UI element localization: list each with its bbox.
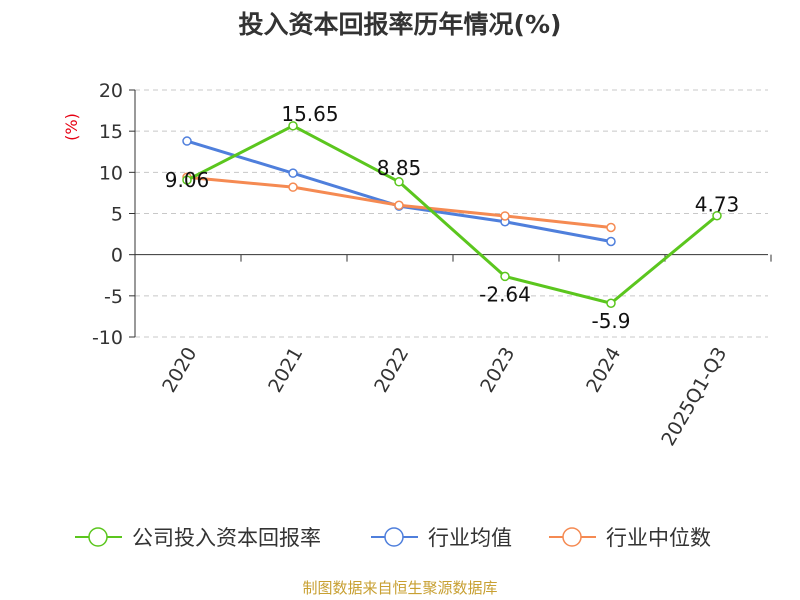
data-labels: 9.06 15.65 8.85 -2.64 -5.9 4.73 <box>165 102 740 333</box>
series-0 <box>182 121 722 308</box>
x-tick-label: 2022 <box>370 344 413 397</box>
x-axis-ticks: 2020 2021 2022 2023 2024 2025Q1-Q3 <box>158 344 731 450</box>
data-label: 4.73 <box>695 193 740 217</box>
y-tick-label: 5 <box>111 204 123 226</box>
x-tick-label: 2025Q1-Q3 <box>657 344 731 450</box>
y-tick-label: -5 <box>104 286 123 308</box>
x-tick-label: 2024 <box>582 344 625 397</box>
legend-marker <box>384 527 404 547</box>
legend-label: 行业中位数 <box>606 526 711 550</box>
data-point <box>500 271 510 282</box>
x-tick-label: 2023 <box>476 344 519 397</box>
data-point <box>712 210 722 221</box>
legend-marker <box>88 527 108 547</box>
data-point <box>288 121 298 131</box>
data-point <box>182 175 192 185</box>
series-1 <box>182 136 616 247</box>
data-point <box>288 168 298 178</box>
y-tick-label: 20 <box>99 80 123 102</box>
data-point <box>606 298 616 308</box>
series-line <box>186 124 718 305</box>
y-tick-label: 10 <box>99 162 123 184</box>
series-layer <box>182 121 722 308</box>
data-label: 9.06 <box>165 168 210 192</box>
data-point <box>394 200 404 211</box>
data-point <box>288 182 298 192</box>
source-note: 制图数据来自恒生聚源数据库 <box>302 579 497 597</box>
chart-title: 投入资本回报率历年情况(%) <box>239 10 562 39</box>
y-tick-label: 0 <box>111 245 123 267</box>
y-tick-label: 15 <box>99 121 123 143</box>
legend-label: 公司投入资本回报率 <box>132 526 321 550</box>
data-label: -2.64 <box>479 282 531 306</box>
y-axis-unit: (%) <box>62 113 81 141</box>
data-label: 15.65 <box>281 102 338 126</box>
y-tick-label: -10 <box>92 327 123 349</box>
data-point <box>394 177 404 187</box>
legend-label: 行业均值 <box>428 526 512 550</box>
legend-item-1: 行业均值 <box>371 526 512 550</box>
data-label: -5.9 <box>591 309 630 333</box>
data-point <box>182 136 192 146</box>
y-axis-ticks: -10 -5 0 5 10 15 20 <box>92 80 135 349</box>
x-tick-label: 2021 <box>264 344 307 397</box>
data-point <box>606 222 616 233</box>
legend-item-0: 公司投入资本回报率 <box>75 526 321 550</box>
x-tick-label: 2020 <box>158 344 201 397</box>
legend-marker <box>562 527 582 547</box>
data-label: 8.85 <box>377 156 422 180</box>
legend: 公司投入资本回报率 行业均值 行业中位数 <box>75 526 711 550</box>
legend-item-2: 行业中位数 <box>549 526 711 550</box>
data-point <box>500 211 510 221</box>
data-point <box>606 236 616 247</box>
